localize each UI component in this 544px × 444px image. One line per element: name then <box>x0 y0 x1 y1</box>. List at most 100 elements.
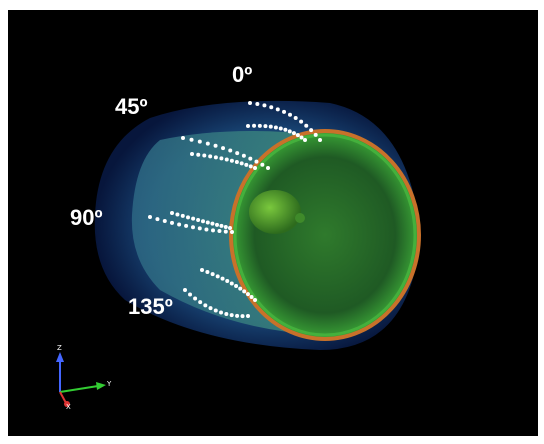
probe-dot <box>240 161 244 165</box>
probe-dot <box>205 270 209 274</box>
probe-dot <box>230 159 234 163</box>
probe-dot <box>241 314 245 318</box>
probe-dot <box>288 129 292 133</box>
axis-label: Z <box>57 344 62 352</box>
probe-dot <box>314 133 318 137</box>
probe-dot <box>206 142 210 146</box>
probe-dot <box>190 152 194 156</box>
probe-dot <box>191 217 195 221</box>
angle-label: 45º <box>115 94 148 119</box>
probe-dot <box>269 105 273 109</box>
probe-dot <box>258 124 262 128</box>
probe-dot <box>250 295 254 299</box>
probe-dot <box>234 284 238 288</box>
probe-dot <box>255 102 259 106</box>
probe-dot <box>216 274 220 278</box>
probe-dot <box>214 144 218 148</box>
probe-dot <box>235 151 239 155</box>
probe-dot <box>202 154 206 158</box>
probe-dot <box>230 313 234 317</box>
probe-dot <box>221 146 225 150</box>
probe-dot <box>246 292 250 296</box>
probe-dot <box>214 155 218 159</box>
probe-dot <box>148 215 152 219</box>
probe-dot <box>206 220 210 224</box>
axis-label: Y <box>106 380 112 388</box>
probe-dot <box>214 309 218 313</box>
probe-dot <box>181 214 185 218</box>
probe-dot <box>296 133 300 137</box>
probe-dot <box>201 219 205 223</box>
probe-dot <box>288 113 292 117</box>
probe-dot <box>230 282 234 286</box>
probe-dot <box>200 268 204 272</box>
probe-dot <box>242 154 246 158</box>
probe-dot <box>184 224 188 228</box>
probe-dot <box>235 160 239 164</box>
probe-dot <box>211 272 215 276</box>
center-body <box>249 190 301 234</box>
probe-dot <box>269 125 273 129</box>
probe-dot <box>215 223 219 227</box>
probe-dot <box>282 110 286 114</box>
probe-dot <box>204 227 208 231</box>
probe-dot <box>224 230 228 234</box>
probe-dot <box>196 218 200 222</box>
probe-dot <box>248 101 252 105</box>
probe-dot <box>211 228 215 232</box>
probe-dot <box>246 314 250 318</box>
probe-dot <box>230 230 234 234</box>
probe-dot <box>224 225 228 229</box>
probe-dot <box>309 128 313 132</box>
angle-label: 90º <box>70 205 103 230</box>
probe-dot <box>203 303 207 307</box>
probe-dot <box>254 160 258 164</box>
angle-label: 0º <box>232 62 252 87</box>
probe-dot <box>196 153 200 157</box>
probe-dot <box>219 224 223 228</box>
probe-dot <box>170 221 174 225</box>
probe-dot <box>219 156 223 160</box>
probe-dot <box>208 154 212 158</box>
probe-dot <box>228 149 232 153</box>
probe-dot <box>253 298 257 302</box>
probe-dot <box>198 226 202 230</box>
probe-dot <box>276 107 280 111</box>
probe-dot <box>190 138 194 142</box>
probe-dot <box>183 288 187 292</box>
probe-dot <box>193 297 197 301</box>
probe-dot <box>225 279 229 283</box>
probe-dot <box>225 158 229 162</box>
probe-dot <box>249 164 253 168</box>
probe-dot <box>163 219 167 223</box>
probe-dot <box>186 215 190 219</box>
probe-dot <box>266 166 270 170</box>
probe-dot <box>235 314 239 318</box>
probe-dot <box>219 310 223 314</box>
probe-dot <box>260 163 264 167</box>
probe-dot <box>262 103 266 107</box>
probe-dot <box>318 138 322 142</box>
probe-dot <box>263 124 267 128</box>
probe-dot <box>191 225 195 229</box>
probe-dot <box>155 217 159 221</box>
probe-dot <box>294 116 298 120</box>
probe-dot <box>283 128 287 132</box>
probe-dot <box>292 131 296 135</box>
probe-dot <box>188 292 192 296</box>
probe-dot <box>228 226 232 230</box>
probe-dot <box>242 289 246 293</box>
probe-dot <box>303 138 307 142</box>
probe-dot <box>198 300 202 304</box>
visualization: 0º 45º 90º 135º Z Y X <box>0 0 544 444</box>
probe-dot <box>175 212 179 216</box>
probe-dot <box>304 124 308 128</box>
probe-dot <box>210 222 214 226</box>
probe-dot <box>221 277 225 281</box>
probe-dot <box>244 163 248 167</box>
probe-dot <box>252 124 256 128</box>
probe-dot <box>248 157 252 161</box>
angle-label: 135º <box>128 294 173 319</box>
probe-dot <box>217 229 221 233</box>
probe-dot <box>246 124 250 128</box>
